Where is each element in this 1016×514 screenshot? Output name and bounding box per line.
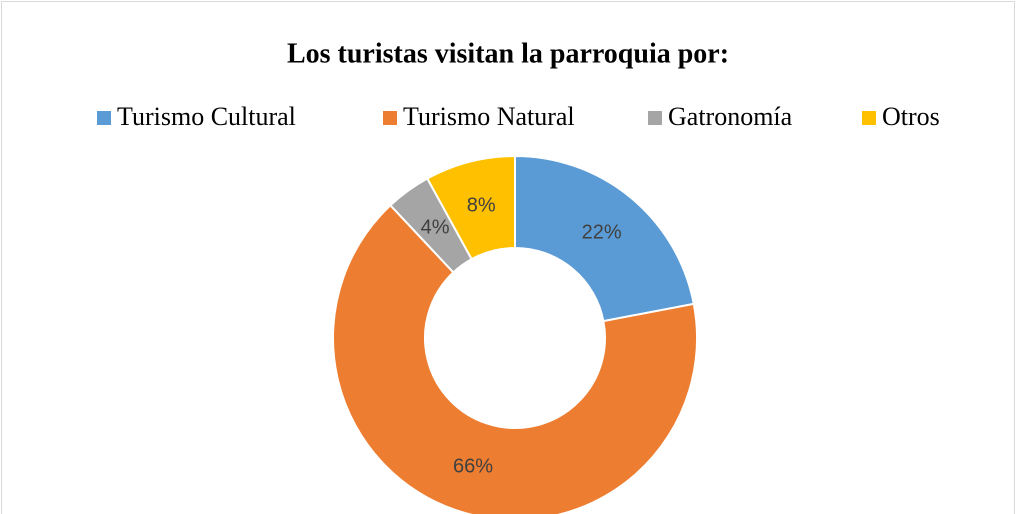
data-label: 22% (582, 221, 622, 243)
donut-slice (425, 154, 516, 261)
legend-swatch (862, 111, 876, 125)
legend-label: Gatronomía (668, 102, 793, 131)
data-label: 4% (421, 216, 450, 238)
legend-swatch (648, 111, 662, 125)
data-label: 8% (467, 195, 496, 217)
donut-slice (332, 203, 698, 514)
legend-label: Turismo Natural (403, 102, 575, 131)
data-label: 66% (453, 456, 493, 478)
chart-title: Los turistas visitan la parroquia por: (287, 38, 729, 69)
donut-slice (514, 154, 695, 323)
legend-label: Otros (882, 102, 940, 131)
legend-label: Turismo Cultural (117, 102, 296, 131)
legend-swatch (383, 111, 397, 125)
legend-swatch (97, 111, 111, 125)
